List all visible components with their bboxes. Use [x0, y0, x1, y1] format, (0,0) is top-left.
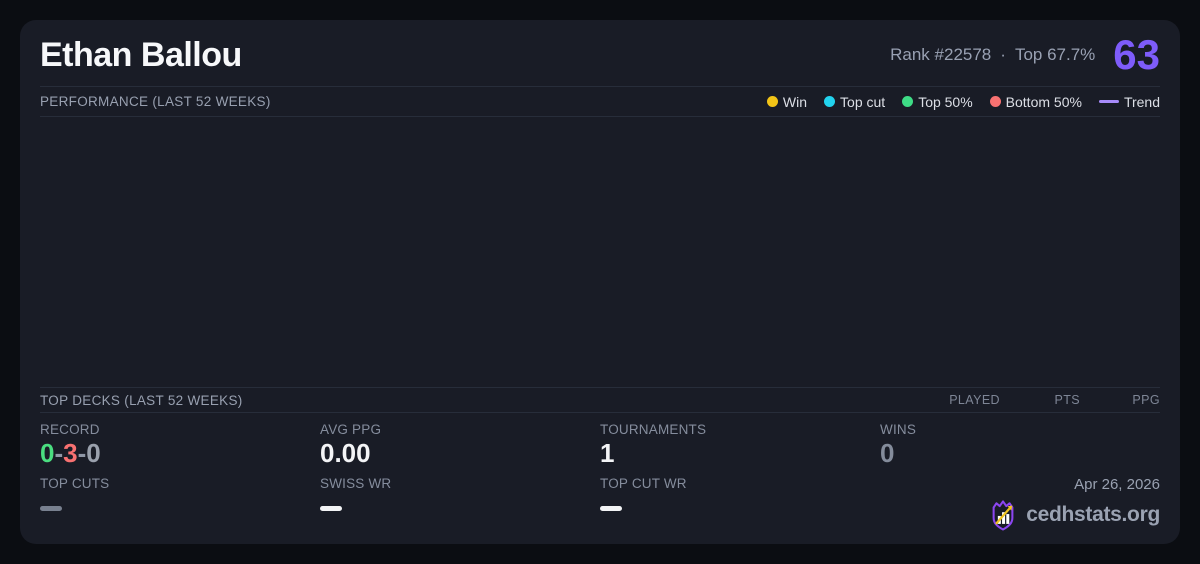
top-cuts-empty-dash — [40, 506, 62, 511]
stat-tournaments: TOURNAMENTS 1 — [600, 422, 880, 469]
top-decks-columns: PLAYED PTS PPG — [920, 393, 1160, 407]
stat-label: WINS — [880, 422, 917, 438]
stat-label: TOP CUT WR — [600, 476, 687, 491]
legend-label: Top cut — [840, 93, 886, 110]
stat-wins: WINS 0 — [880, 422, 1160, 469]
brand-name: cedhstats.org — [1026, 503, 1160, 526]
legend-item-win: Win — [766, 93, 808, 110]
stat-top-cut-wr: TOP CUT WR — [600, 476, 880, 532]
divider — [40, 86, 1160, 87]
performance-title: PERFORMANCE (LAST 52 WEEKS) — [40, 94, 271, 109]
cedhstats-logo-icon — [992, 500, 1014, 531]
divider — [40, 116, 1160, 117]
percentile-label: Top 67.7% — [1014, 45, 1096, 64]
top-decks-title: TOP DECKS (LAST 52 WEEKS) — [40, 392, 243, 408]
column-played: PLAYED — [949, 393, 1000, 408]
bottom-50-dot-icon — [989, 96, 1001, 107]
logo-bar — [1006, 514, 1010, 524]
record-separator: - — [77, 438, 87, 469]
top-cut-wr-empty-dash — [600, 506, 622, 511]
stat-label: TOP CUTS — [40, 476, 110, 491]
logo-bar — [1002, 512, 1006, 524]
swiss-wr-empty-dash — [320, 506, 342, 511]
rank-label: Rank #22578 — [890, 45, 992, 64]
legend-label: Top 50% — [918, 93, 973, 110]
tournaments-value: 1 — [600, 438, 615, 469]
stat-swiss-wr: SWISS WR — [320, 476, 600, 532]
win-dot-icon — [766, 96, 778, 107]
stat-label: RECORD — [40, 422, 100, 438]
stats-grid: RECORD 0-3-0 AVG PPG 0.00 TOURNAMENTS 1 … — [20, 413, 1180, 544]
rank-separator: · — [1000, 45, 1006, 64]
logo-arrow-shaft — [995, 507, 1011, 525]
stat-label: SWISS WR — [320, 476, 392, 491]
trend-line-icon — [1098, 100, 1119, 103]
player-name: Ethan Ballou — [40, 35, 242, 74]
legend-item-bottom-50: Bottom 50% — [989, 93, 1082, 110]
column-pts: PTS — [1054, 393, 1080, 408]
top-50-dot-icon — [902, 96, 914, 107]
record-losses: 3 — [63, 438, 78, 469]
record-separator: - — [54, 438, 64, 469]
logo-arrow-head — [1007, 505, 1013, 511]
player-stats-card: Ethan Ballou Rank #22578 · Top 67.7% 63 … — [20, 20, 1180, 544]
stat-record: RECORD 0-3-0 — [40, 422, 320, 469]
performance-header: PERFORMANCE (LAST 52 WEEKS) Win Top cut … — [20, 87, 1180, 116]
wins-value: 0 — [880, 438, 895, 469]
stat-label: AVG PPG — [320, 422, 382, 438]
legend-item-trend: Trend — [1098, 93, 1160, 110]
brand: cedhstats.org — [988, 498, 1160, 532]
rank-summary: Rank #22578 · Top 67.7% — [890, 45, 1095, 65]
logo-shield-path — [992, 500, 1014, 531]
stat-avg-ppg: AVG PPG 0.00 — [320, 422, 600, 469]
record-value: 0-3-0 — [40, 438, 320, 469]
legend-item-top-cut: Top cut — [824, 94, 885, 110]
legend-item-top-50: Top 50% — [902, 93, 973, 110]
stat-label: TOURNAMENTS — [600, 422, 707, 438]
top-cut-dot-icon — [824, 96, 836, 107]
performance-chart — [20, 117, 1180, 387]
column-ppg: PPG — [1132, 393, 1160, 408]
player-score: 63 — [1113, 31, 1160, 78]
divider — [40, 387, 1160, 389]
card-header: Ethan Ballou Rank #22578 · Top 67.7% 63 — [20, 20, 1180, 86]
divider — [40, 412, 1160, 414]
record-draws: 0 — [86, 438, 101, 469]
card-date: Apr 26, 2026 — [1074, 476, 1160, 493]
legend-label: Trend — [1123, 93, 1160, 110]
top-decks-header: TOP DECKS (LAST 52 WEEKS) PLAYED PTS PPG — [20, 388, 1180, 412]
legend-label: Bottom 50% — [1005, 93, 1082, 110]
avg-ppg-value: 0.00 — [320, 438, 371, 469]
legend-label: Win — [782, 93, 808, 110]
card-footer: Apr 26, 2026 cedhstats.org — [880, 476, 1160, 532]
chart-legend: Win Top cut Top 50% Bottom 50% Trend — [766, 93, 1160, 110]
record-wins: 0 — [40, 438, 55, 469]
stat-top-cuts: TOP CUTS — [40, 476, 320, 532]
